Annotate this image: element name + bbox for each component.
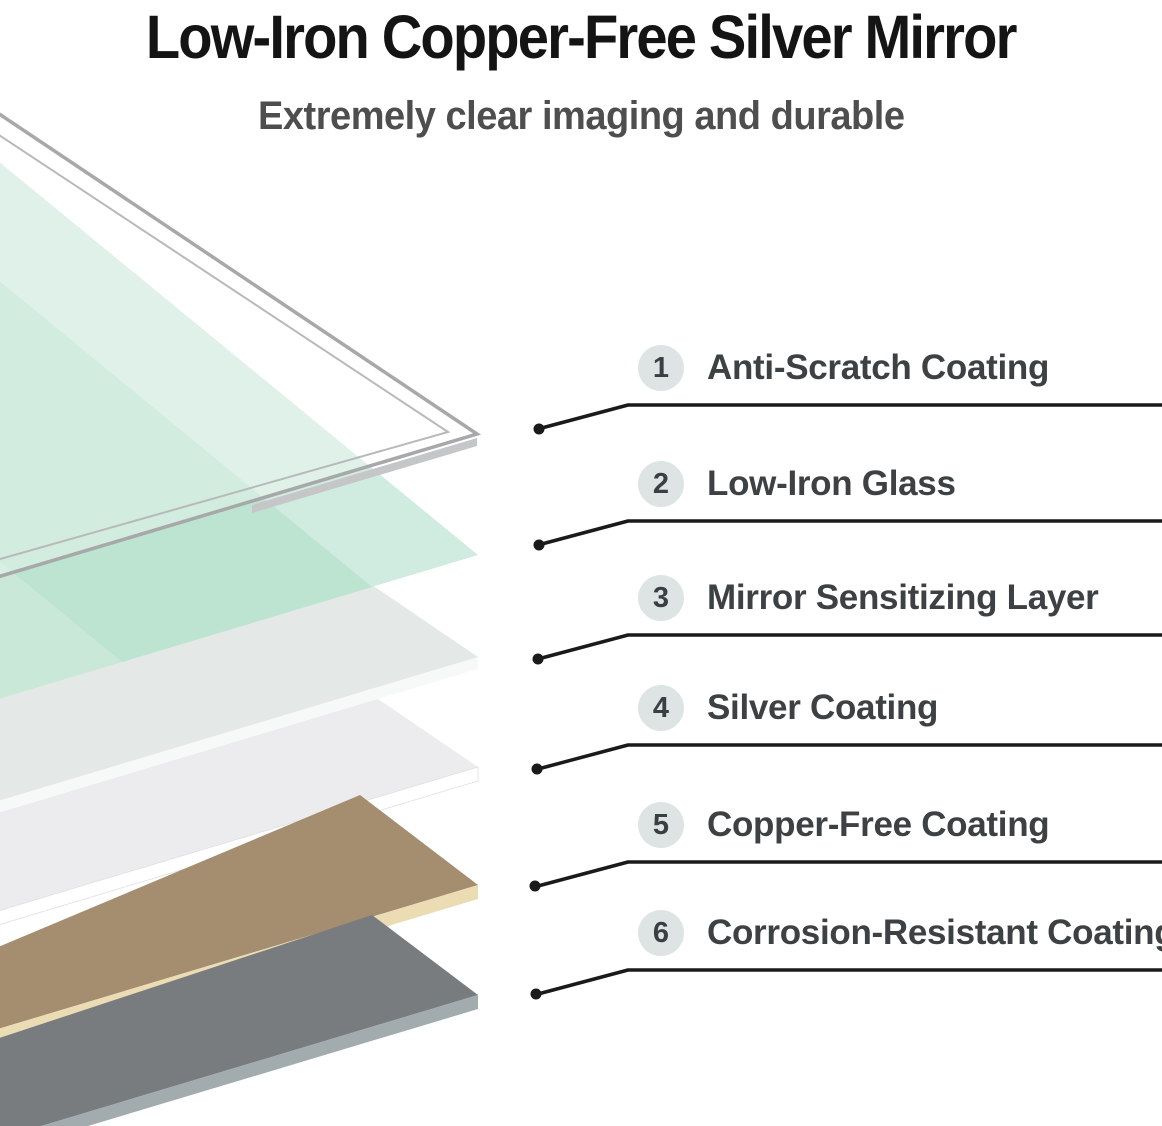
callout-label-low-iron-glass: Low-Iron Glass xyxy=(707,464,956,503)
callout-row-5: 5 Copper-Free Coating xyxy=(638,802,1050,848)
callout-badge-6: 6 xyxy=(638,910,684,956)
callout-badge-2: 2 xyxy=(638,461,684,507)
callout-lines xyxy=(537,403,1162,996)
callout-row-4: 4 Silver Coating xyxy=(638,685,938,731)
callout-row-3: 3 Mirror Sensitizing Layer xyxy=(638,575,1099,621)
page-title: Low-Iron Copper-Free Silver Mirror xyxy=(146,3,1018,71)
callout-line-3 xyxy=(537,633,1162,661)
callout-dot-5 xyxy=(529,880,541,892)
callout-label-anti-scratch: Anti-Scratch Coating xyxy=(707,348,1050,387)
callout-dot-2 xyxy=(533,539,545,551)
callout-line-4 xyxy=(537,743,1162,771)
callout-badge-4: 4 xyxy=(638,685,684,731)
callout-badge-3: 3 xyxy=(638,575,684,621)
callout-dot-6 xyxy=(530,988,542,1000)
callout-dot-1 xyxy=(533,423,545,435)
callout-line-1 xyxy=(537,403,1162,431)
page-subtitle: Extremely clear imaging and durable xyxy=(0,94,1162,139)
callout-dot-4 xyxy=(531,763,543,775)
callout-badge-5: 5 xyxy=(638,802,684,848)
callout-label-corrosion-resistant: Corrosion-Resistant Coating xyxy=(707,913,1162,952)
callout-label-mirror-sensitizing: Mirror Sensitizing Layer xyxy=(707,578,1099,617)
callout-row-6: 6 Corrosion-Resistant Coating xyxy=(638,910,1162,956)
layer-low-iron-glass-shape xyxy=(0,162,478,699)
layer-corrosion-resistant-shape xyxy=(0,915,478,1126)
callout-row-2: 2 Low-Iron Glass xyxy=(638,461,956,507)
callout-label-silver-coating: Silver Coating xyxy=(707,688,939,727)
callout-line-5 xyxy=(537,860,1162,888)
callout-label-copper-free: Copper-Free Coating xyxy=(707,805,1050,844)
callout-line-2 xyxy=(537,519,1162,547)
callout-row-1: 1 Anti-Scratch Coating xyxy=(638,345,1049,391)
layer-anti-scratch-shape xyxy=(0,112,482,579)
callout-dots xyxy=(529,423,545,1000)
callout-dot-3 xyxy=(532,653,544,665)
callout-line-6 xyxy=(537,968,1162,996)
callout-badge-1: 1 xyxy=(638,345,684,391)
page-subtitle-text: Extremely clear imaging and durable xyxy=(257,94,905,138)
